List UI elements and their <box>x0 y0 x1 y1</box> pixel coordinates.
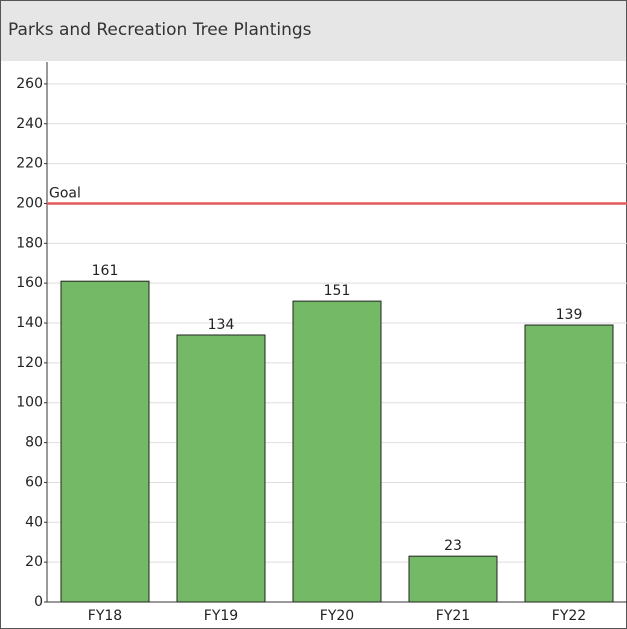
y-tick-label: 20 <box>25 554 43 570</box>
bar <box>60 280 150 603</box>
data-label: 161 <box>92 263 119 279</box>
data-label: 23 <box>444 538 462 554</box>
chart-title: Parks and Recreation Tree Plantings <box>8 20 312 40</box>
y-tick-label: 240 <box>16 116 43 132</box>
y-tick-label: 140 <box>16 315 43 331</box>
y-tick-label: 100 <box>16 395 43 411</box>
y-tick-label: 120 <box>16 355 43 371</box>
x-tick-label: FY21 <box>436 608 470 624</box>
y-tick-label: 160 <box>16 275 43 291</box>
goal-label: Goal <box>49 185 81 201</box>
bar <box>524 324 614 603</box>
bar <box>408 555 498 603</box>
bar <box>176 334 266 603</box>
title-bar <box>1 1 626 61</box>
y-tick-label: 0 <box>34 594 43 610</box>
data-label: 134 <box>208 317 235 333</box>
x-tick-label: FY22 <box>552 608 586 624</box>
x-tick-label: FY18 <box>88 608 122 624</box>
y-tick-label: 260 <box>16 76 43 92</box>
y-tick-label: 60 <box>25 474 43 490</box>
y-tick-label: 40 <box>25 514 43 530</box>
x-tick-label: FY19 <box>204 608 238 624</box>
y-tick-label: 80 <box>25 435 43 451</box>
bar <box>292 300 382 603</box>
x-tick-label: FY20 <box>320 608 354 624</box>
y-tick-label: 180 <box>16 235 43 251</box>
data-label: 139 <box>556 307 583 323</box>
y-tick-label: 200 <box>16 195 43 211</box>
y-tick-label: 220 <box>16 156 43 172</box>
data-label: 151 <box>324 283 351 299</box>
